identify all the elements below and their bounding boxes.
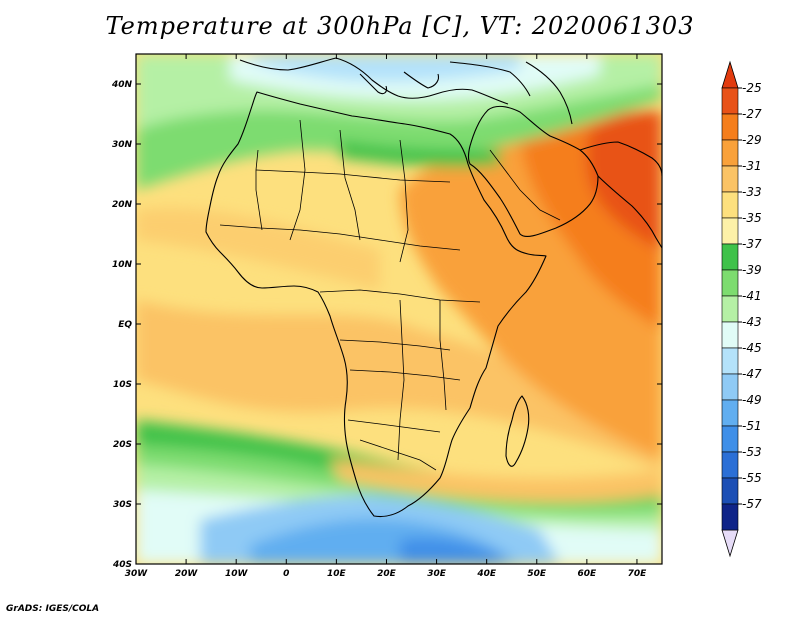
lat-tick-label: 20S bbox=[113, 440, 132, 450]
field-band-tropical bbox=[136, 300, 662, 470]
colorbar-swatch bbox=[721, 477, 739, 505]
colorbar-swatch bbox=[721, 269, 739, 297]
colorbar-label: -41 bbox=[742, 289, 762, 303]
field-south-51 bbox=[400, 538, 505, 564]
colorbar-label: -33 bbox=[742, 185, 762, 199]
italy-coastline bbox=[359, 73, 388, 95]
colorbar-swatch bbox=[721, 373, 739, 401]
axis-ticks: 30W 20W 10W 0 10E 20E 30E 40E 50E 60E 70E 40N 30N 20N… bbox=[111, 54, 662, 579]
colorbar-swatch bbox=[721, 217, 739, 245]
colorbar-swatch bbox=[721, 503, 739, 531]
lon-tick-label: 30W bbox=[125, 569, 149, 579]
temperature-field bbox=[136, 54, 662, 564]
africa-coastline bbox=[205, 91, 547, 518]
colorbar-label: -35 bbox=[742, 211, 762, 225]
lat-tick-label: 40N bbox=[111, 80, 133, 90]
colorbar-label: -25 bbox=[742, 81, 762, 95]
colorbar-label: -43 bbox=[742, 315, 762, 329]
border-egypt-sudan bbox=[399, 139, 409, 263]
colorbar-label: -39 bbox=[742, 263, 762, 277]
lat-tick-label: 40S bbox=[112, 560, 132, 570]
colorbar-label: -57 bbox=[742, 497, 762, 511]
colorbar-swatch bbox=[721, 139, 739, 167]
field-band-sahel bbox=[136, 208, 380, 290]
iran-coastline bbox=[597, 175, 662, 249]
border-morocco-sahara bbox=[255, 149, 263, 231]
colorbar-label: -29 bbox=[742, 133, 762, 147]
colorbar-label: -53 bbox=[742, 445, 762, 459]
border-meridional bbox=[397, 299, 405, 461]
border-algeria-mali bbox=[289, 119, 306, 241]
border-sahel bbox=[219, 224, 461, 251]
colorbar-bottom-arrow bbox=[721, 529, 739, 558]
field-south-warm bbox=[330, 460, 662, 503]
lon-tick-label: 60E bbox=[578, 569, 598, 579]
colorbar-label: -55 bbox=[742, 471, 762, 485]
lon-tick-label: 0 bbox=[283, 569, 289, 579]
colorbar-swatch bbox=[721, 243, 739, 271]
border-angola-zambia bbox=[349, 369, 461, 381]
colorbar-swatch bbox=[721, 451, 739, 479]
lat-tick-label: 20N bbox=[112, 200, 133, 210]
europe-coastline bbox=[239, 57, 509, 105]
lat-tick-label: 30S bbox=[113, 500, 132, 510]
lat-tick-label: 10N bbox=[112, 260, 133, 270]
border-saudi bbox=[489, 149, 561, 221]
colorbar-label: -51 bbox=[742, 419, 762, 433]
map-title: Temperature at 300hPa [C], VT: 202006130… bbox=[105, 12, 695, 40]
colorbar-swatch bbox=[721, 165, 739, 193]
lon-tick-label: 10W bbox=[225, 569, 249, 579]
caspian-coastline bbox=[525, 61, 573, 125]
colorbar-swatch bbox=[721, 295, 739, 323]
border-great-lakes bbox=[439, 300, 447, 411]
credit-text: GrADS: IGES/COLA bbox=[6, 604, 100, 614]
plot-frame bbox=[135, 53, 663, 565]
gulf-coastline bbox=[579, 141, 662, 177]
lon-tick-label: 20W bbox=[175, 569, 199, 579]
lat-tick-label: 10S bbox=[113, 380, 132, 390]
colorbar: -25 -27 -29 -31 -33 -35 -37 -39 -41 -43 -45 -47 -49 -… bbox=[721, 60, 762, 558]
field-north-45 bbox=[250, 54, 520, 82]
colorbar-swatch bbox=[721, 113, 739, 141]
lat-tick-label: 30N bbox=[112, 140, 133, 150]
colorbar-top-arrow bbox=[721, 60, 739, 89]
lon-tick-label: 70E bbox=[628, 569, 648, 579]
lon-tick-label: 20E bbox=[377, 569, 397, 579]
greece-coastline bbox=[403, 71, 440, 89]
colorbar-label: -45 bbox=[742, 341, 762, 355]
coastlines bbox=[205, 57, 662, 518]
field-north-37 bbox=[340, 140, 500, 168]
colorbar-label: -47 bbox=[742, 367, 762, 381]
madagascar-coastline bbox=[505, 395, 530, 467]
lon-tick-label: 10E bbox=[327, 569, 347, 579]
border-central bbox=[319, 289, 481, 303]
colorbar-swatch bbox=[721, 87, 739, 115]
colorbar-swatch bbox=[721, 399, 739, 427]
border-congo bbox=[339, 339, 451, 351]
colorbar-label: -27 bbox=[742, 107, 762, 121]
colorbar-swatch bbox=[721, 347, 739, 375]
border-south-africa bbox=[359, 439, 437, 471]
field-warmest-iran bbox=[586, 111, 662, 250]
colorbar-swatch bbox=[721, 321, 739, 349]
border-sahara-north bbox=[255, 169, 451, 183]
colorbar-swatch bbox=[721, 425, 739, 453]
political-borders bbox=[219, 119, 561, 471]
colorbar-label: -31 bbox=[742, 159, 762, 173]
colorbar-swatch bbox=[721, 191, 739, 219]
arabia-coastline bbox=[467, 105, 599, 237]
colorbar-label: -37 bbox=[742, 237, 762, 251]
lat-tick-label: EQ bbox=[118, 320, 132, 330]
lon-tick-label: 30E bbox=[427, 569, 447, 579]
lon-tick-label: 40E bbox=[476, 569, 497, 579]
colorbar-label: -49 bbox=[742, 393, 762, 407]
border-namibia-botswana bbox=[347, 419, 441, 433]
border-libya-niger bbox=[339, 129, 361, 241]
lon-tick-label: 50E bbox=[527, 569, 547, 579]
turkey-coastline bbox=[449, 61, 531, 97]
